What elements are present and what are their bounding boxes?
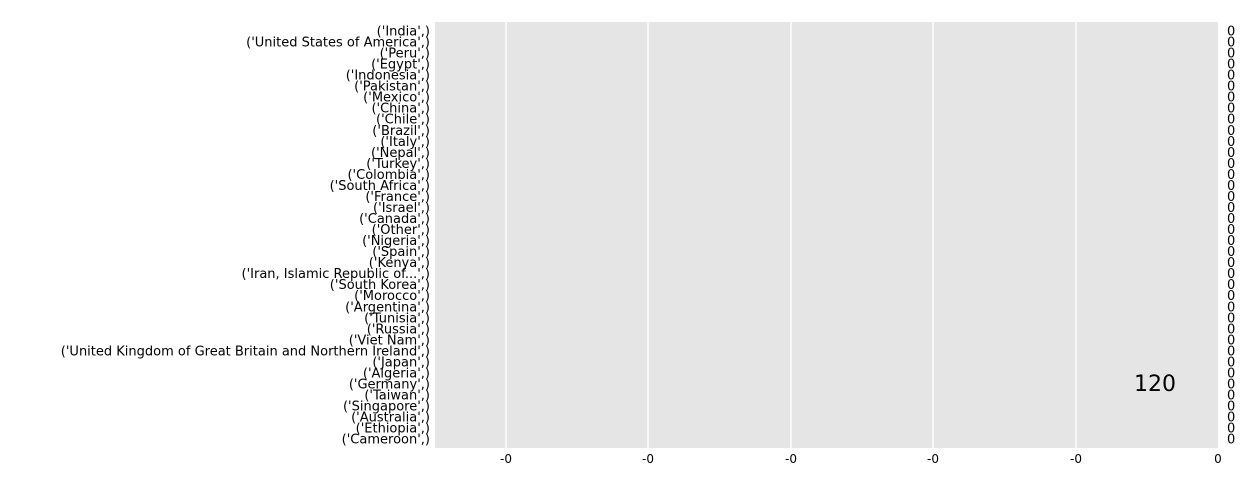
- category-label: ('India',): [377, 25, 430, 40]
- value-label: 0: [1227, 278, 1235, 293]
- value-label: 0: [1227, 256, 1235, 271]
- category-labels: ('India',)('United States of America',)(…: [61, 25, 430, 448]
- category-label: ('United Kingdom of Great Britain and No…: [61, 344, 430, 359]
- category-label: ('Indonesia',): [346, 69, 430, 84]
- category-label: ('Chile',): [376, 113, 430, 128]
- value-label: 0: [1227, 146, 1235, 161]
- value-label: 0: [1227, 355, 1235, 370]
- category-label: ('Tunisia',): [364, 311, 430, 326]
- category-label: ('Other',): [372, 223, 430, 238]
- value-label: 0: [1227, 322, 1235, 337]
- category-label: ('Australia',): [351, 411, 430, 426]
- x-tick-labels: -0 -0 -0 -0 -0 0: [500, 452, 1222, 466]
- value-label: 0: [1227, 36, 1235, 51]
- value-label: 0: [1227, 102, 1235, 117]
- x-tick-label: -0: [1070, 452, 1082, 466]
- value-label: 0: [1227, 433, 1235, 448]
- category-label: ('Canada',): [359, 212, 430, 227]
- value-label: 0: [1227, 311, 1235, 326]
- value-label: 0: [1227, 157, 1235, 172]
- value-label: 0: [1227, 91, 1235, 106]
- category-label: ('Japan',): [372, 355, 430, 370]
- value-label: 0: [1227, 377, 1235, 392]
- category-label: ('Colombia',): [347, 168, 430, 183]
- value-label: 0: [1227, 124, 1235, 139]
- category-label: ('Russia',): [367, 322, 430, 337]
- value-label: 0: [1227, 300, 1235, 315]
- value-label: 0: [1227, 366, 1235, 381]
- category-label: ('Morocco',): [354, 289, 430, 304]
- value-label: 0: [1227, 400, 1235, 415]
- category-label: ('Nepal',): [371, 146, 430, 161]
- category-label: ('Taiwan',): [364, 388, 430, 403]
- value-label: 0: [1227, 245, 1235, 260]
- value-label: 0: [1227, 113, 1235, 128]
- category-label: ('Italy',): [380, 135, 430, 150]
- value-label: 0: [1227, 223, 1235, 238]
- value-label: 0: [1227, 388, 1235, 403]
- category-label: ('Algeria',): [363, 366, 430, 381]
- category-label: ('Ethiopia',): [356, 422, 430, 437]
- category-label: ('Germany',): [349, 377, 430, 392]
- plot-area: [435, 22, 1218, 448]
- value-label: 0: [1227, 190, 1235, 205]
- value-label: 0: [1227, 289, 1235, 304]
- x-tick-label: -0: [927, 452, 939, 466]
- category-label: ('Turkey',): [366, 157, 430, 172]
- value-label: 0: [1227, 80, 1235, 95]
- value-label: 0: [1227, 201, 1235, 216]
- category-label: ('Singapore',): [343, 400, 430, 415]
- category-label: ('China',): [371, 102, 430, 117]
- annotation-text: 120: [1134, 372, 1176, 397]
- x-tick-label: 0: [1214, 452, 1222, 466]
- category-label: ('South Korea',): [330, 278, 430, 293]
- value-label: 0: [1227, 267, 1235, 282]
- category-label: ('Iran, Islamic Republic of...',): [242, 267, 431, 282]
- category-label: ('Peru',): [380, 47, 430, 62]
- category-label: ('Pakistan',): [354, 80, 430, 95]
- value-label: 0: [1227, 234, 1235, 249]
- x-tick-label: -0: [500, 452, 512, 466]
- value-label: 0: [1227, 47, 1235, 62]
- x-tick-label: -0: [642, 452, 654, 466]
- x-tick-label: -0: [785, 452, 797, 466]
- category-label: ('South Africa',): [330, 179, 430, 194]
- category-label: ('Cameroon',): [342, 433, 430, 448]
- category-label: ('Argentina',): [345, 300, 430, 315]
- value-label: 0: [1227, 168, 1235, 183]
- grid-lines: [505, 22, 1077, 448]
- value-label: 0: [1227, 344, 1235, 359]
- value-label: 0: [1227, 69, 1235, 84]
- category-label: ('France',): [365, 190, 430, 205]
- category-label: ('Egypt',): [371, 58, 430, 73]
- value-label: 0: [1227, 411, 1235, 426]
- value-label: 0: [1227, 333, 1235, 348]
- value-label: 0: [1227, 135, 1235, 150]
- value-label: 0: [1227, 25, 1235, 40]
- category-label: ('Brazil',): [372, 124, 430, 139]
- category-label: ('Nigeria',): [362, 234, 430, 249]
- category-label: ('Kenya',): [369, 256, 430, 271]
- value-label: 0: [1227, 179, 1235, 194]
- category-label: ('Viet Nam',): [349, 333, 430, 348]
- category-label: ('United States of America',): [246, 36, 430, 51]
- category-label: ('Mexico',): [363, 91, 430, 106]
- category-label: ('Spain',): [372, 245, 430, 260]
- value-label: 0: [1227, 58, 1235, 73]
- value-label: 0: [1227, 422, 1235, 437]
- category-label: ('Israel',): [373, 201, 430, 216]
- value-label: 0: [1227, 212, 1235, 227]
